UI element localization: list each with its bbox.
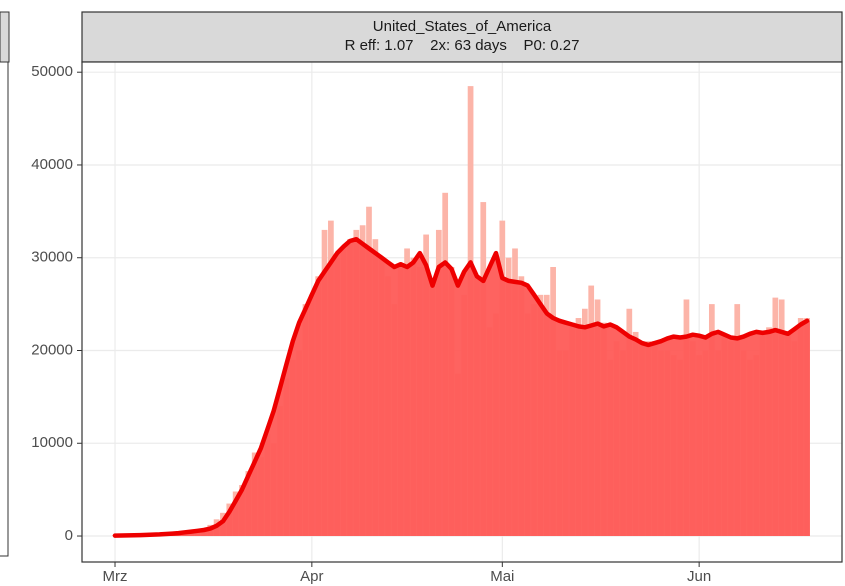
x-tick-label: Apr xyxy=(300,568,323,585)
strip xyxy=(81,11,843,63)
panel-border xyxy=(81,61,843,563)
y-tick-label: 40000 xyxy=(31,156,73,173)
x-tick-label: Mrz xyxy=(103,568,128,585)
smoothed-line xyxy=(112,236,810,538)
y-tick-label: 50000 xyxy=(31,63,73,80)
chart-subtitle: R eff: 1.07 2x: 63 days P0: 0.27 xyxy=(345,37,580,54)
y-tick-label: 0 xyxy=(65,527,73,544)
x-tick-label: Jun xyxy=(687,568,711,585)
y-tick-label: 20000 xyxy=(31,341,73,358)
x-tick-label: Mai xyxy=(490,568,514,585)
chart-title: United_States_of_America xyxy=(373,18,552,35)
left-strip xyxy=(0,11,10,63)
smoothed-area xyxy=(112,239,810,537)
y-tick-label: 10000 xyxy=(31,434,73,451)
left-panel xyxy=(0,61,9,557)
y-tick-label: 30000 xyxy=(31,249,73,266)
